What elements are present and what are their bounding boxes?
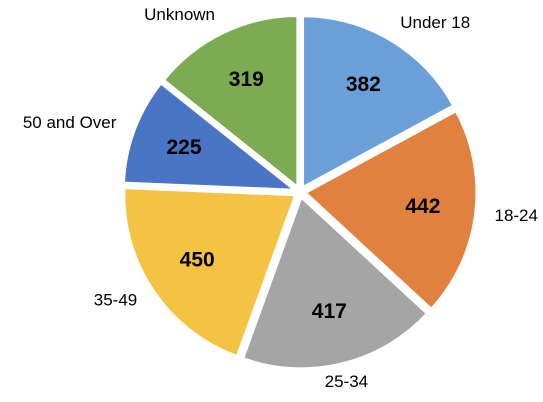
category-label: Unknown [144,5,215,24]
value-label: 382 [346,73,381,96]
value-label: 417 [312,300,347,323]
category-label: Under 18 [400,13,470,32]
pie-slice [302,108,479,312]
category-label: 35-49 [94,291,137,310]
category-label: 25-34 [325,372,368,391]
value-label: 319 [229,68,264,91]
category-label: 18-24 [494,206,537,225]
pie-slice [240,194,430,371]
category-label: 50 and Over [23,113,117,132]
pie-slice [122,186,298,359]
pie-slice [161,13,300,191]
pie-slice [121,80,300,192]
value-label: 225 [166,136,201,159]
value-label: 450 [180,249,215,272]
value-label: 442 [405,195,440,218]
pie-slice [301,14,456,191]
